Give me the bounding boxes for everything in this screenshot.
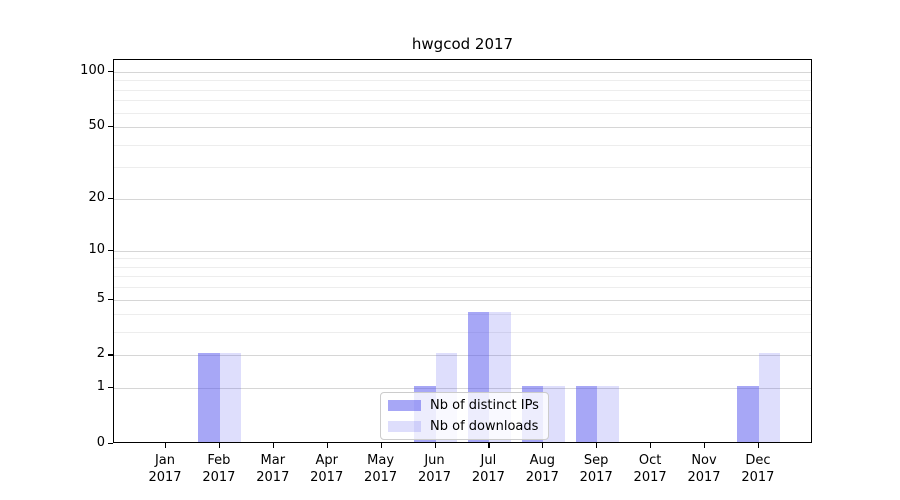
x-tick-month: Nov	[691, 453, 717, 468]
x-tick-year: 2017	[741, 470, 775, 485]
gridline-major	[114, 250, 811, 252]
plot-area: Nb of distinct IPs Nb of downloads	[113, 59, 812, 443]
gridline-minor	[114, 89, 811, 91]
bar-nb-of-downloads-feb	[219, 353, 242, 442]
gridline-major	[114, 388, 811, 390]
x-tick-month: Mar	[260, 453, 286, 468]
x-tick-year: 2017	[148, 470, 182, 485]
bar-nb-of-distinct-ips-feb	[198, 353, 220, 442]
x-tick-label: Jul 2017	[458, 452, 518, 486]
x-tick-month: May	[367, 453, 395, 468]
x-tick-year: 2017	[310, 470, 344, 485]
y-tick-mark	[108, 298, 113, 300]
gridline-minor	[114, 144, 811, 146]
gridline-major	[114, 299, 811, 301]
gridline-minor	[114, 167, 811, 169]
gridline-major	[114, 355, 811, 357]
legend-swatch	[388, 400, 421, 411]
x-tick-mark	[380, 443, 382, 448]
x-tick-mark	[326, 443, 328, 448]
legend-swatch	[388, 421, 421, 432]
y-tick-mark	[108, 70, 113, 73]
x-tick-label: Apr 2017	[297, 452, 357, 486]
gridline-minor	[114, 112, 811, 114]
x-tick-month: Feb	[207, 453, 231, 468]
legend: Nb of distinct IPs Nb of downloads	[380, 392, 549, 440]
gridline-minor	[114, 100, 811, 102]
gridline-major	[114, 71, 811, 73]
gridline-minor	[114, 276, 811, 278]
x-tick-month: Jan	[154, 453, 176, 468]
x-tick-mark	[542, 443, 544, 448]
x-tick-mark	[596, 443, 598, 448]
y-tick-label: 2	[96, 346, 105, 362]
x-tick-mark	[272, 443, 274, 448]
gridline-minor	[114, 314, 811, 316]
x-tick-year: 2017	[417, 470, 452, 485]
x-tick-year: 2017	[525, 470, 559, 485]
x-tick-mark	[434, 443, 436, 448]
x-tick-label: Oct 2017	[620, 452, 680, 486]
x-tick-label: Jun 2017	[405, 452, 465, 486]
legend-label: Nb of distinct IPs	[430, 398, 539, 413]
x-tick-label: Aug 2017	[512, 452, 572, 486]
gridline-minor	[114, 332, 811, 334]
bar-nb-of-distinct-ips-dec	[737, 386, 759, 442]
y-tick-mark	[108, 443, 113, 445]
x-tick-mark	[757, 443, 760, 448]
y-tick-mark	[108, 249, 113, 251]
y-tick-label: 20	[88, 189, 105, 205]
gridline-major	[114, 198, 811, 200]
x-tick-year: 2017	[364, 470, 398, 485]
x-tick-year: 2017	[687, 470, 721, 485]
bar-nb-of-downloads-sep	[597, 386, 619, 442]
x-tick-year: 2017	[471, 470, 505, 485]
x-tick-label: Jan 2017	[135, 452, 195, 486]
legend-row: Nb of downloads	[388, 419, 539, 434]
x-tick-year: 2017	[579, 470, 613, 485]
x-tick-label: Dec 2017	[728, 452, 788, 486]
x-tick-mark	[704, 443, 706, 448]
y-tick-mark	[108, 197, 113, 199]
legend-label: Nb of downloads	[430, 419, 539, 434]
x-tick-label: Mar 2017	[243, 452, 303, 486]
gridline-minor	[114, 258, 811, 260]
bar-nb-of-downloads-dec	[758, 353, 781, 442]
y-tick-label: 100	[80, 62, 105, 78]
x-tick-mark	[650, 443, 652, 448]
y-tick-label: 50	[88, 117, 105, 133]
x-tick-label: Feb 2017	[189, 452, 249, 486]
gridline-minor	[114, 287, 811, 289]
y-tick-mark	[108, 125, 113, 128]
x-tick-label: Sep 2017	[566, 452, 626, 486]
x-tick-label: May 2017	[351, 452, 411, 486]
x-tick-month: Dec	[745, 453, 771, 468]
x-tick-label: Nov 2017	[674, 452, 734, 486]
x-tick-month: Jul	[480, 453, 497, 468]
x-tick-month: Jun	[424, 453, 445, 468]
y-tick-label: 5	[96, 290, 105, 306]
gridline-minor	[114, 80, 811, 82]
gridline-minor	[114, 266, 811, 268]
x-tick-year: 2017	[256, 470, 290, 485]
y-tick-label: 0	[96, 435, 105, 450]
y-tick-label: 1	[96, 379, 105, 395]
x-tick-mark	[488, 443, 490, 448]
chart-title: hwgcod 2017	[411, 35, 514, 53]
x-tick-month: Aug	[529, 453, 555, 468]
x-tick-year: 2017	[202, 470, 236, 485]
x-tick-month: Apr	[315, 453, 338, 468]
x-tick-mark	[165, 443, 167, 448]
x-tick-month: Oct	[638, 453, 662, 468]
legend-row: Nb of distinct IPs	[388, 398, 539, 413]
y-tick-label: 10	[88, 241, 105, 257]
x-tick-year: 2017	[633, 470, 667, 485]
bar-nb-of-distinct-ips-sep	[575, 386, 598, 442]
x-tick-month: Sep	[583, 453, 609, 468]
x-tick-mark	[218, 443, 221, 448]
gridline-major	[114, 126, 811, 128]
y-tick-mark	[108, 387, 113, 389]
y-tick-mark	[108, 354, 113, 356]
